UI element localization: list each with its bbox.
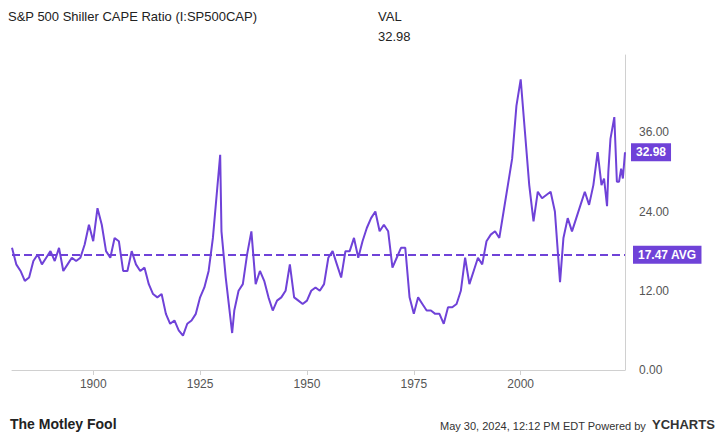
svg-text:24.00: 24.00 (639, 205, 669, 219)
svg-text:36.00: 36.00 (639, 125, 669, 139)
svg-text:17.47 AVG: 17.47 AVG (638, 248, 696, 262)
svg-text:VAL: VAL (378, 9, 402, 24)
svg-text:1950: 1950 (294, 377, 321, 391)
svg-text:YCHARTS: YCHARTS (652, 417, 715, 432)
svg-text:2000: 2000 (507, 377, 534, 391)
svg-text:The Motley Fool: The Motley Fool (10, 416, 117, 432)
svg-text:May 30, 2024, 12:12 PM EDT Pow: May 30, 2024, 12:12 PM EDT Powered by (440, 420, 646, 432)
svg-text:1900: 1900 (80, 377, 107, 391)
svg-text:12.00: 12.00 (639, 284, 669, 298)
svg-text:S&P 500 Shiller CAPE Ratio (I:: S&P 500 Shiller CAPE Ratio (I:SP500CAP) (8, 9, 257, 24)
svg-text:1975: 1975 (400, 377, 427, 391)
svg-text:0.00: 0.00 (639, 363, 663, 377)
svg-text:1925: 1925 (187, 377, 214, 391)
svg-text:32.98: 32.98 (636, 145, 666, 159)
svg-text:32.98: 32.98 (378, 29, 411, 44)
